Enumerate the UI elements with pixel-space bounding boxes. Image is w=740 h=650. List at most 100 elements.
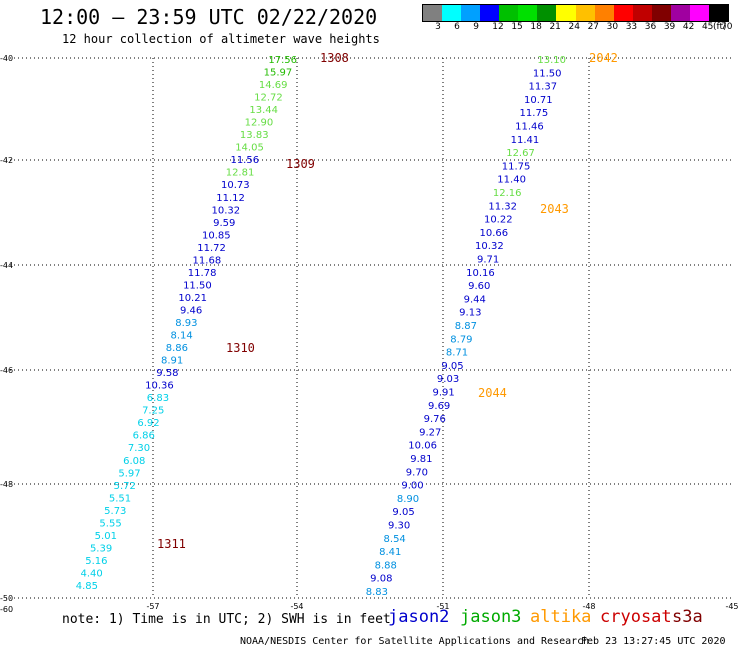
- swh-value-label: 11.50: [533, 68, 562, 79]
- swh-value-label: 9.46: [180, 305, 202, 316]
- swh-value-label: 14.69: [259, 80, 288, 91]
- page-title: 12:00 – 23:59 UTC 02/22/2020: [40, 5, 378, 29]
- credit-text: NOAA/NESDIS Center for Satellite Applica…: [240, 636, 590, 647]
- swh-value-label: 8.71: [446, 348, 468, 359]
- lon-tick-label: -45: [725, 602, 738, 611]
- legend-swatch: [518, 5, 538, 21]
- satellite-name-cryosat: cryosat: [600, 607, 672, 627]
- swh-value-label: 8.86: [166, 343, 188, 354]
- swh-value-label: 13.10: [537, 55, 566, 66]
- swh-value-label: 5.73: [104, 506, 126, 517]
- swh-value-label: 9.30: [388, 521, 410, 532]
- swh-value-label: 10.16: [466, 268, 495, 279]
- swh-value-label: 4.85: [76, 581, 98, 592]
- color-legend: [422, 4, 729, 22]
- swh-value-label: 6.86: [133, 431, 155, 442]
- swh-value-label: 8.93: [175, 318, 197, 329]
- swh-value-label: 11.37: [528, 82, 557, 93]
- legend-bin-label: 36: [644, 22, 657, 32]
- swh-value-label: 11.41: [511, 135, 540, 146]
- swh-value-label: 9.13: [459, 308, 481, 319]
- legend-swatch: [537, 5, 557, 21]
- swh-value-label: 11.40: [497, 175, 526, 186]
- timestamp-text: Feb 23 13:27:45 UTC 2020: [581, 636, 726, 647]
- swh-value-label: 10.22: [484, 215, 513, 226]
- swh-value-label: 8.87: [455, 321, 477, 332]
- legend-bin-label: 12: [492, 22, 504, 32]
- swh-value-label: 10.32: [212, 205, 241, 216]
- legend-swatch: [556, 5, 576, 21]
- legend-swatch: [594, 5, 614, 21]
- swh-value-label: 11.68: [193, 255, 222, 266]
- swh-value-label: 11.46: [515, 122, 544, 133]
- satellite-name-s3a: s3a: [672, 607, 703, 627]
- lon-tick-label: -48: [582, 602, 595, 611]
- swh-value-label: 9.44: [464, 294, 486, 305]
- swh-value-label: 12.67: [506, 148, 535, 159]
- legend-bin-label: 3: [435, 22, 441, 32]
- satellite-name-jason3: jason3: [460, 607, 522, 627]
- legend-bin-label: 42: [682, 22, 695, 32]
- swh-value-label: 11.50: [183, 280, 212, 291]
- legend-bin-label: 9: [473, 22, 479, 32]
- swh-value-label: 11.75: [502, 161, 531, 172]
- swh-value-label: 6.83: [147, 393, 169, 404]
- swh-value-label: 10.66: [480, 228, 509, 239]
- swh-value-label: 9.58: [156, 368, 178, 379]
- legend-bin-label: 24: [568, 22, 580, 32]
- legend-swatch: [632, 5, 652, 21]
- swh-value-label: 7.25: [142, 406, 164, 417]
- lat-tick-label: -50: [0, 594, 13, 603]
- legend-swatch: [423, 5, 443, 21]
- swh-value-label: 9.76: [424, 414, 446, 425]
- satellite-name-altika: altika: [530, 607, 592, 627]
- lat-tick-label: -44: [0, 261, 13, 270]
- pass-number-label: 2042: [589, 51, 618, 65]
- legend-bin-label: 6: [454, 22, 460, 32]
- swh-value-label: 5.39: [90, 543, 112, 554]
- swh-value-label: 5.51: [109, 493, 131, 504]
- legend-bin-label: 27: [587, 22, 600, 32]
- swh-value-label: 8.90: [397, 494, 419, 505]
- pass-number-label: 2044: [478, 386, 507, 400]
- swh-value-label: 9.71: [477, 255, 499, 266]
- swh-value-label: 11.32: [488, 201, 517, 212]
- swh-value-label: 10.06: [408, 441, 437, 452]
- pass-number-label: 1310: [226, 341, 255, 355]
- swh-value-label: 9.91: [432, 388, 454, 399]
- lat-tick-label: -40: [0, 54, 13, 63]
- legend-bin-label: 18: [530, 22, 542, 32]
- legend-bin-label: 70: [721, 22, 733, 32]
- swh-value-label: 10.73: [221, 180, 250, 191]
- legend-swatch: [708, 5, 728, 21]
- swh-value-label: 5.97: [118, 468, 140, 479]
- lat-tick-label: -42: [0, 156, 13, 165]
- swh-value-label: 9.00: [401, 481, 423, 492]
- lat-tick-label: -60: [0, 605, 13, 614]
- swh-value-label: 8.54: [384, 534, 406, 545]
- swh-value-label: 10.32: [475, 241, 504, 252]
- swh-value-label: 9.59: [213, 218, 235, 229]
- footer-note: note: 1) Time is in UTC; 2) SWH is in fe…: [62, 612, 391, 627]
- swh-value-label: 8.79: [450, 334, 472, 345]
- swh-value-label: 7.30: [128, 443, 150, 454]
- swh-value-label: 10.36: [145, 381, 174, 392]
- pass-number-label: 1308: [320, 51, 349, 65]
- legend-bin-label: 45: [701, 22, 714, 32]
- swh-value-label: 14.05: [235, 143, 264, 154]
- legend-swatch: [461, 5, 481, 21]
- swh-value-label: 11.75: [520, 108, 549, 119]
- legend-swatch: [689, 5, 709, 21]
- lat-tick-label: -46: [0, 366, 13, 375]
- satellite-name-jason2: jason2: [388, 607, 450, 627]
- page-subtitle: 12 hour collection of altimeter wave hei…: [62, 32, 380, 46]
- swh-value-label: 12.90: [245, 118, 274, 129]
- swh-value-label: 5.01: [95, 531, 117, 542]
- swh-value-label: 6.08: [123, 456, 145, 467]
- swh-value-label: 8.91: [161, 356, 183, 367]
- swh-value-label: 17.56: [268, 55, 297, 66]
- swh-value-label: 5.16: [85, 556, 107, 567]
- swh-value-label: 8.41: [379, 547, 401, 558]
